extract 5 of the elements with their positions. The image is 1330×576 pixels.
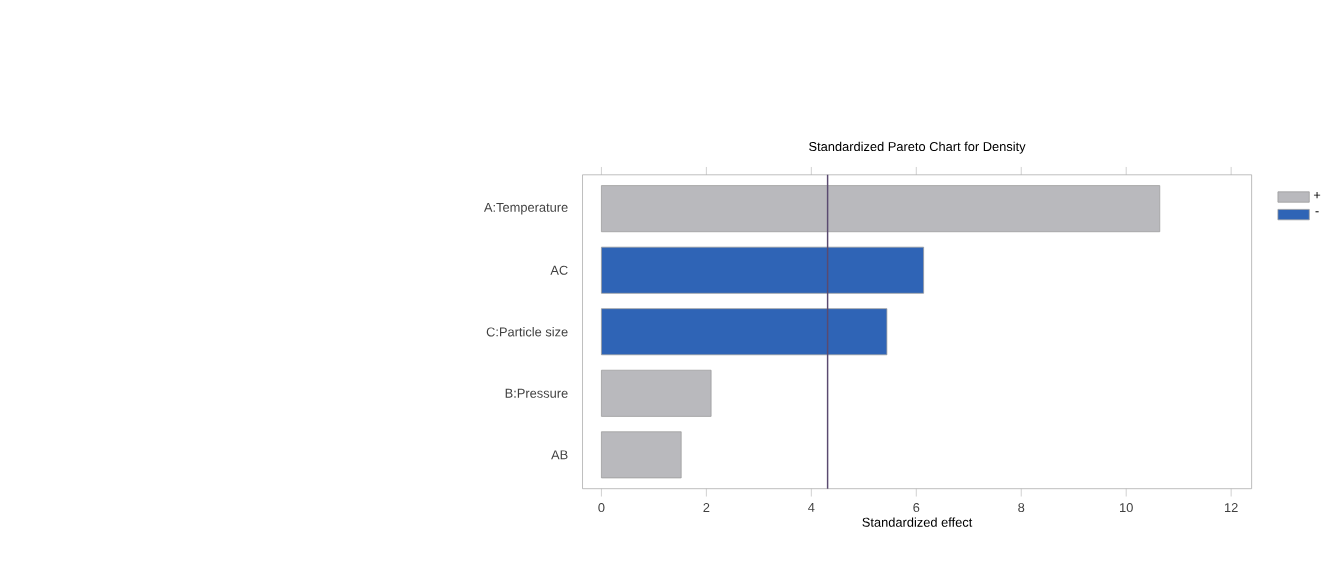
bar (601, 370, 712, 417)
bar (601, 431, 682, 479)
bar (601, 185, 1161, 233)
bar (601, 247, 925, 294)
bar (601, 308, 888, 356)
